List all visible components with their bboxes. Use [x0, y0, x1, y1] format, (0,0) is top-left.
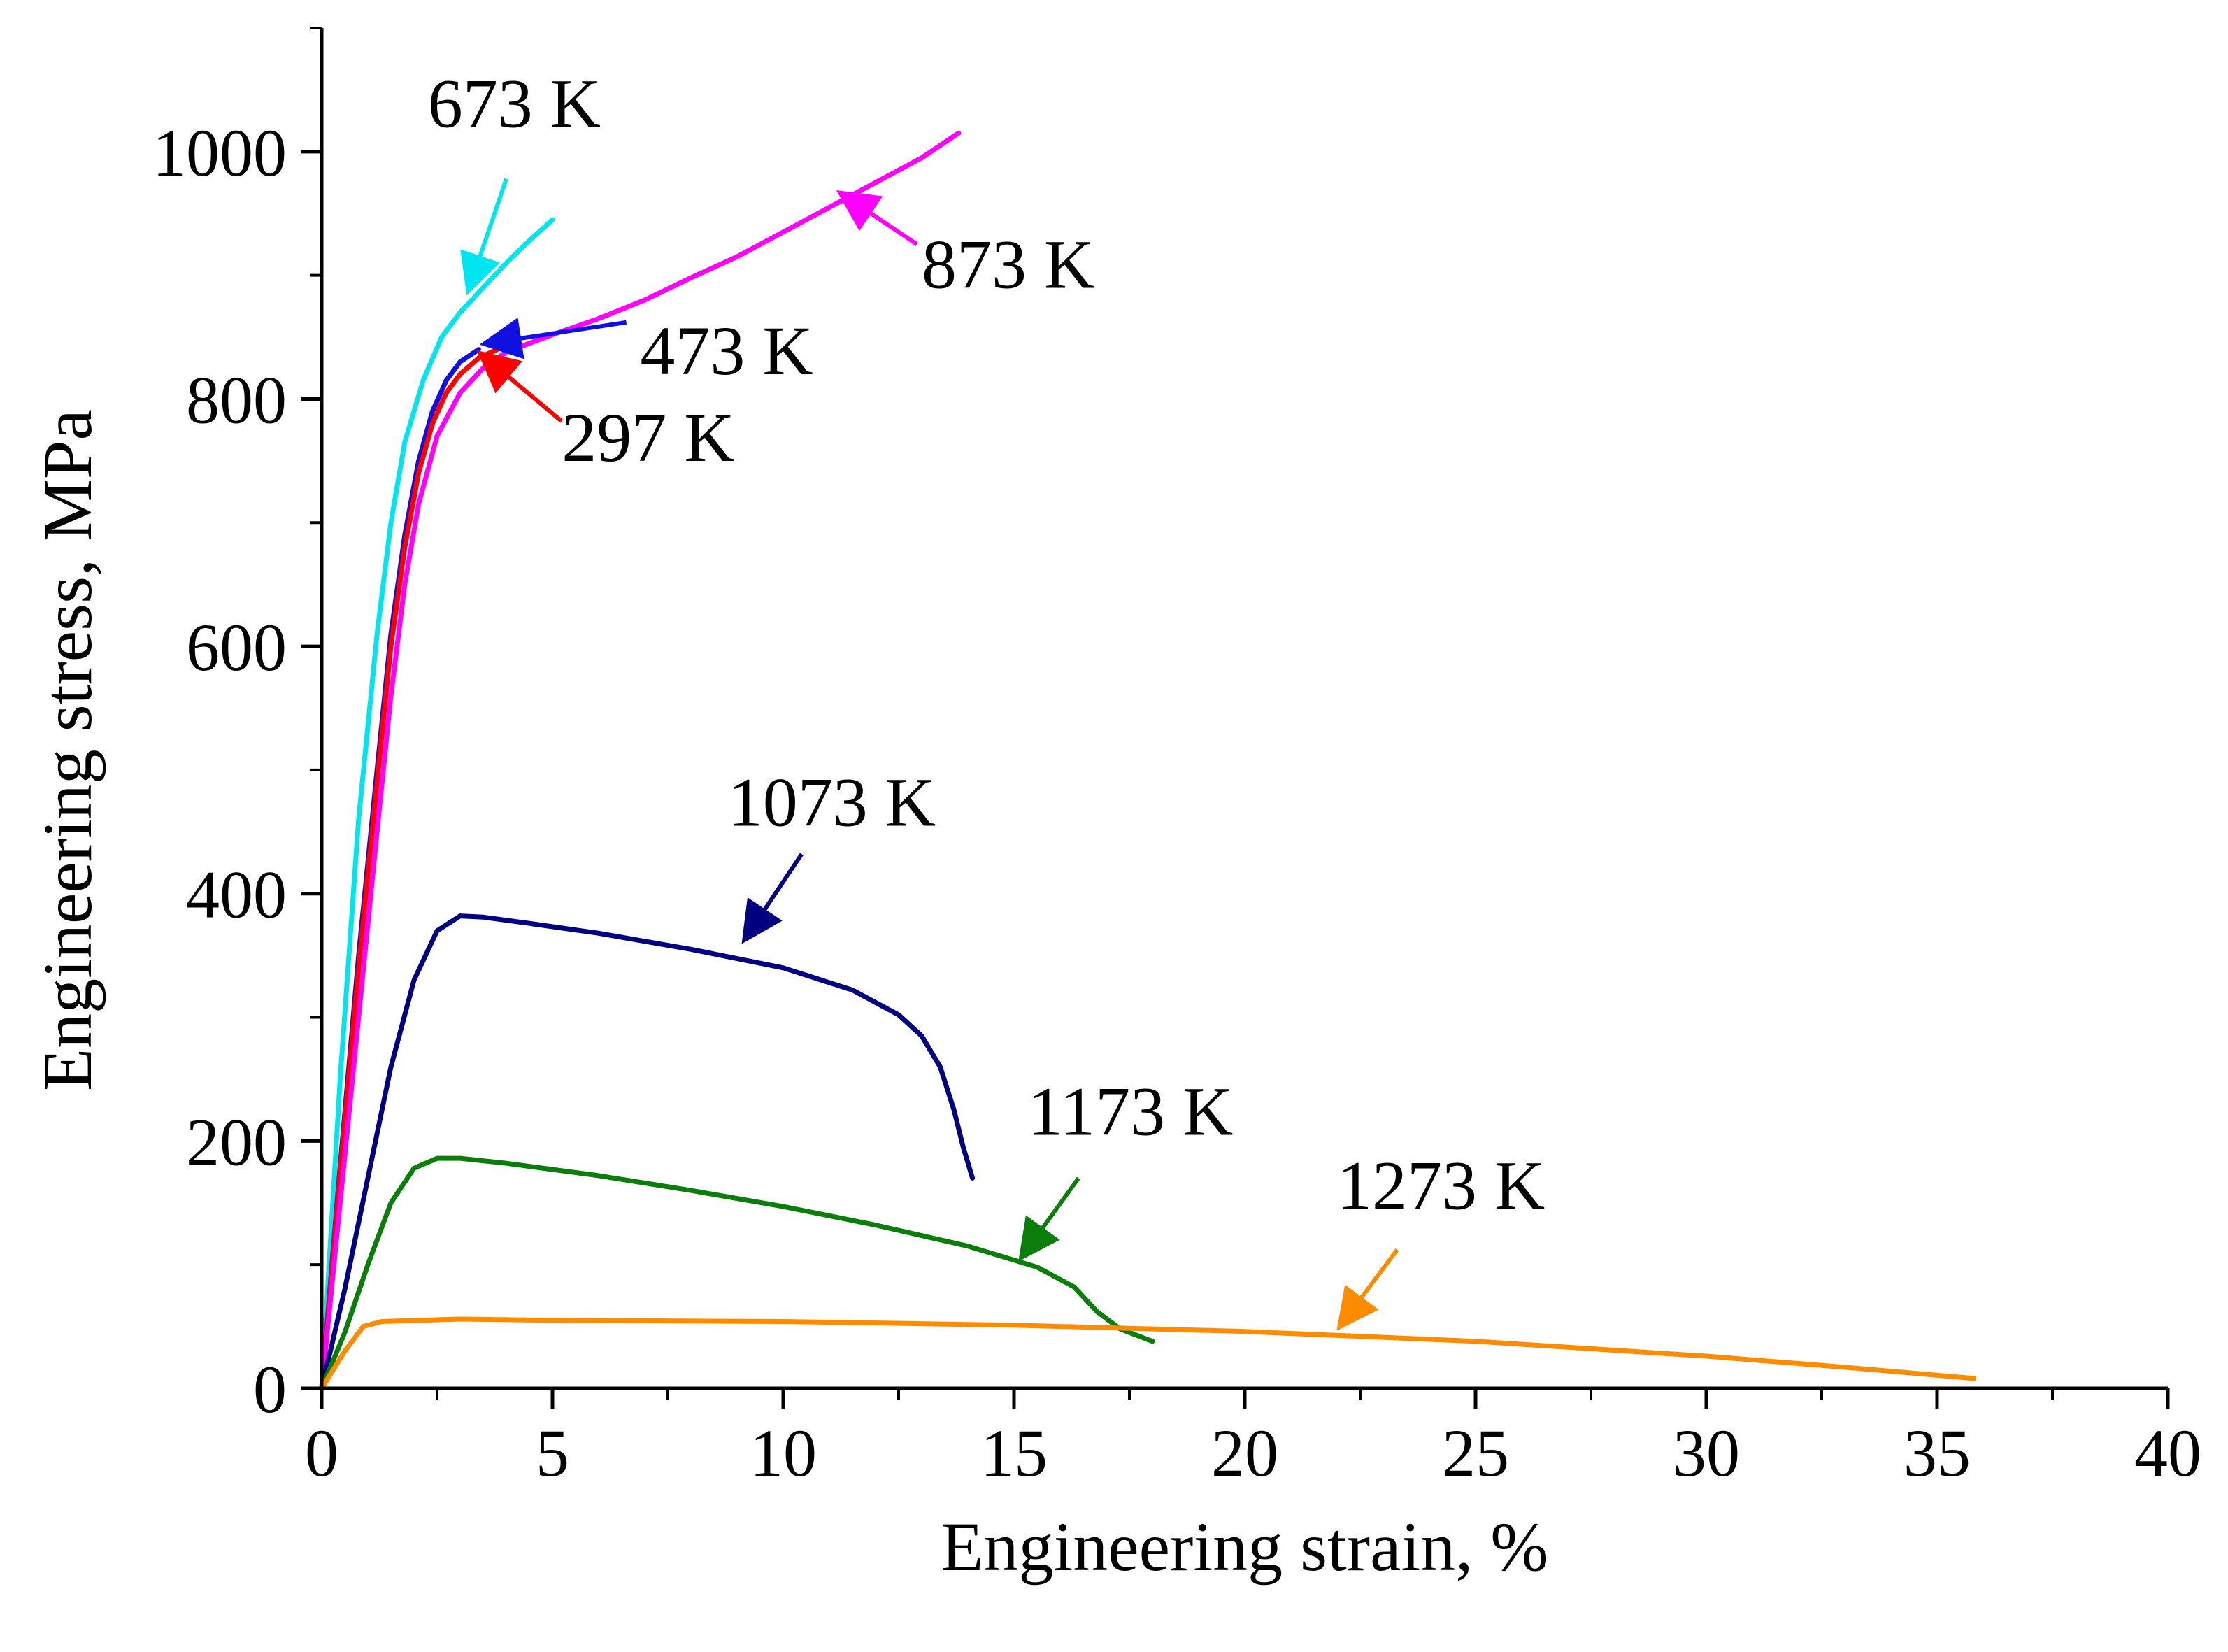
series-line-1273-k [319, 1316, 1977, 1391]
x-axis-ticks: 0 5 10 15 20 25 30 35 40 [305, 1388, 2201, 1490]
annotation-label-297-k: 297 K [562, 399, 734, 476]
series-line-473-k [319, 347, 481, 1391]
x-axis-title: Engineering strain, % [941, 1508, 1548, 1586]
annotation-label-1173-k: 1173 K [1028, 1073, 1234, 1151]
x-tick-label: 40 [2134, 1416, 2201, 1490]
y-tick-label: 600 [186, 610, 287, 685]
y-tick-label: 400 [186, 857, 287, 932]
series-line-673-k [319, 217, 555, 1391]
series-line-297-k [319, 347, 500, 1391]
y-tick-label: 1000 [152, 115, 287, 190]
y-axis-title: Engineering stress, MPa [29, 409, 106, 1091]
annotation-arrow-1073-k [741, 853, 804, 944]
annotation-label-473-k: 473 K [640, 312, 813, 390]
annotation-label-873-k: 873 K [922, 225, 1094, 303]
annotation-label-1273-k: 1273 K [1337, 1147, 1545, 1225]
x-tick-label: 25 [1442, 1416, 1509, 1490]
annotation-arrow-297-k [476, 350, 564, 423]
y-axis-ticks: 0 200 400 600 800 1000 [152, 27, 322, 1427]
y-tick-label: 800 [186, 362, 287, 437]
series-line-1073-k [319, 913, 976, 1391]
x-tick-label: 5 [536, 1416, 569, 1490]
x-tick-label: 0 [305, 1416, 338, 1490]
annotation-label-1073-k: 1073 K [728, 763, 936, 841]
x-tick-label: 20 [1211, 1416, 1278, 1490]
series-layer [319, 130, 1977, 1391]
y-tick-label: 0 [253, 1352, 287, 1427]
y-tick-label: 200 [186, 1104, 287, 1179]
series-line-1173-k [319, 1155, 1155, 1391]
annotation-arrow-1273-k [1336, 1248, 1399, 1331]
x-tick-label: 35 [1904, 1416, 1971, 1490]
annotation-label-673-k: 673 K [428, 64, 601, 142]
annotation-arrow-873-k [836, 190, 919, 246]
annotation-layer: 673 K 473 K 297 K 873 K 1073 K 1173 K 1273 K [428, 64, 1545, 1331]
annotation-arrow-1173-k [1018, 1176, 1080, 1262]
x-tick-label: 30 [1673, 1416, 1740, 1490]
annotation-arrow-673-k [460, 178, 508, 296]
x-tick-label: 15 [980, 1416, 1048, 1490]
x-tick-label: 10 [750, 1416, 817, 1490]
annotation-arrow-473-k [479, 318, 627, 359]
